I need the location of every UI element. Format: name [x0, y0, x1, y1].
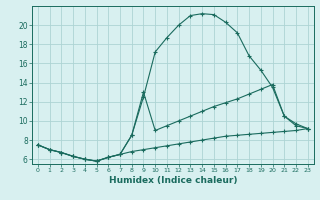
X-axis label: Humidex (Indice chaleur): Humidex (Indice chaleur): [108, 176, 237, 185]
